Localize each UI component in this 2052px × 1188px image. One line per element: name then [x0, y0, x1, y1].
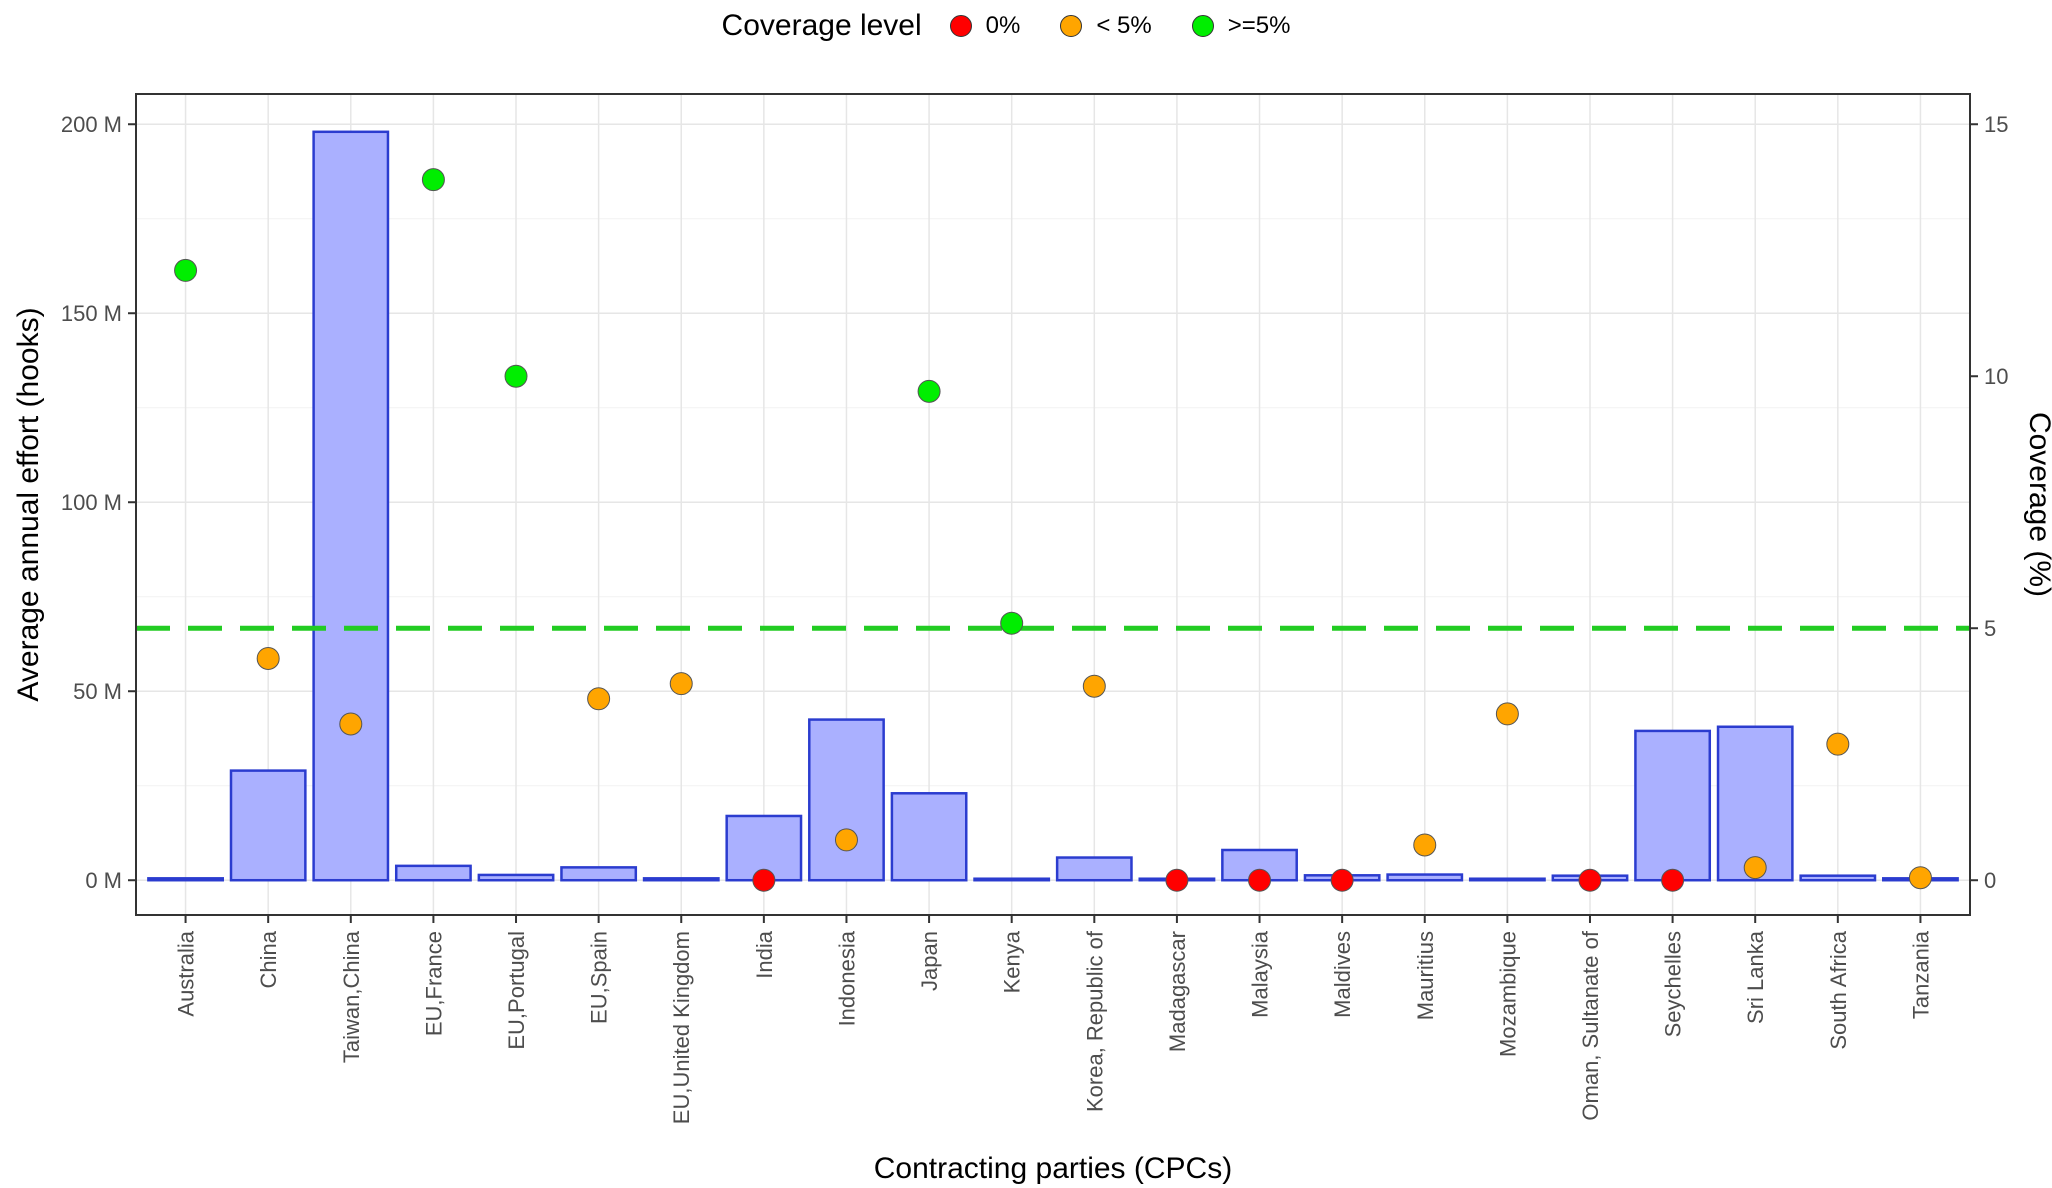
bar — [312, 130, 390, 882]
coverage-point — [504, 364, 528, 388]
bar — [477, 873, 555, 882]
bar — [394, 864, 472, 882]
bar — [973, 877, 1051, 882]
x-tick-label: Kenya — [1000, 930, 1025, 993]
legend-label-zero: 0% — [985, 12, 1021, 39]
legend-dot-low — [1060, 15, 1083, 37]
x-tick-label: India — [752, 930, 777, 978]
x-tick-label: Korea, Republic of — [1082, 930, 1107, 1112]
coverage-point — [669, 672, 693, 696]
x-tick-label: China — [256, 930, 281, 988]
coverage-point — [1413, 833, 1437, 857]
legend-dot-high — [1191, 15, 1214, 37]
x-tick-label: EU,Portugal — [504, 931, 529, 1050]
y2-axis-title: Coverage (%) — [2023, 412, 2052, 597]
bar — [642, 877, 720, 882]
x-tick-label: Oman, Sultanate of — [1578, 930, 1603, 1120]
y2-tick-label: 0 — [1984, 868, 1996, 893]
y-tick-label: 0 M — [85, 868, 122, 893]
bar — [1386, 873, 1464, 882]
bar — [1055, 856, 1133, 882]
coverage-point — [1661, 868, 1685, 892]
bar — [1634, 729, 1712, 882]
x-tick-label: Indonesia — [834, 930, 859, 1026]
bar — [1468, 877, 1546, 882]
y-tick-label: 50 M — [73, 679, 122, 704]
y-axis-title: Average annual effort (hooks) — [12, 307, 45, 701]
legend-title: Coverage level — [721, 9, 922, 42]
coverage-point — [1248, 868, 1272, 892]
x-tick-label: Mozambique — [1495, 931, 1520, 1057]
panel-border — [135, 93, 1971, 916]
x-tick-label: EU,Spain — [587, 931, 612, 1024]
y-tick-label: 200 M — [61, 112, 122, 137]
coverage-point — [339, 712, 363, 736]
x-tick-label: EU,France — [421, 931, 446, 1036]
coverage-point — [1908, 866, 1932, 890]
coverage-point — [1743, 856, 1767, 880]
y2-tick-label: 10 — [1984, 364, 2008, 389]
coverage-point — [1578, 868, 1602, 892]
x-tick-label: Maldives — [1330, 931, 1355, 1018]
y-tick-label: 150 M — [61, 301, 122, 326]
coverage-point — [1826, 732, 1850, 756]
bar — [808, 718, 885, 882]
x-tick-label: Malaysia — [1248, 930, 1273, 1018]
coverage-point — [421, 168, 445, 192]
legend-dot-zero — [949, 15, 972, 37]
x-tick-label: Madagascar — [1165, 931, 1190, 1052]
bar — [1716, 725, 1794, 882]
legend-item-low: < 5% — [1060, 12, 1152, 40]
legend-label-low: < 5% — [1096, 12, 1152, 39]
x-tick-label: Australia — [174, 930, 199, 1016]
coverage-point — [752, 868, 776, 892]
x-tick-label: Mauritius — [1413, 931, 1438, 1020]
coverage-point — [1082, 674, 1106, 698]
coverage-point — [1165, 868, 1189, 892]
x-tick-label: Taiwan,China — [339, 930, 364, 1063]
coverage-point — [834, 828, 858, 852]
bar — [560, 866, 638, 882]
legend-item-high: >=5% — [1191, 12, 1291, 40]
x-axis-title: Contracting parties (CPCs) — [874, 1152, 1232, 1185]
x-tick-label: Japan — [917, 931, 942, 991]
coverage-point — [174, 258, 198, 282]
coverage-point — [917, 379, 941, 403]
coverage-point — [1495, 702, 1519, 726]
x-tick-label: Sri Lanka — [1743, 930, 1768, 1024]
x-tick-label: South Africa — [1826, 930, 1851, 1049]
y-tick-label: 100 M — [61, 490, 122, 515]
legend: Coverage level 0% < 5% >=5% — [0, 6, 2052, 46]
bar — [229, 769, 307, 882]
x-tick-label: EU,United Kingdom — [669, 931, 694, 1124]
legend-item-zero: 0% — [949, 12, 1021, 40]
x-tick-label: Tanzania — [1908, 930, 1933, 1019]
legend-label-high: >=5% — [1227, 12, 1291, 39]
bar — [890, 792, 968, 882]
coverage-point — [1330, 868, 1354, 892]
coverage-point — [1000, 611, 1024, 635]
bar — [147, 877, 224, 882]
coverage-point — [587, 687, 611, 711]
bar — [1799, 874, 1877, 882]
y2-tick-label: 5 — [1984, 616, 1996, 641]
x-tick-label: Seychelles — [1661, 931, 1686, 1037]
coverage-point — [256, 646, 280, 670]
y2-tick-label: 15 — [1984, 112, 2008, 137]
